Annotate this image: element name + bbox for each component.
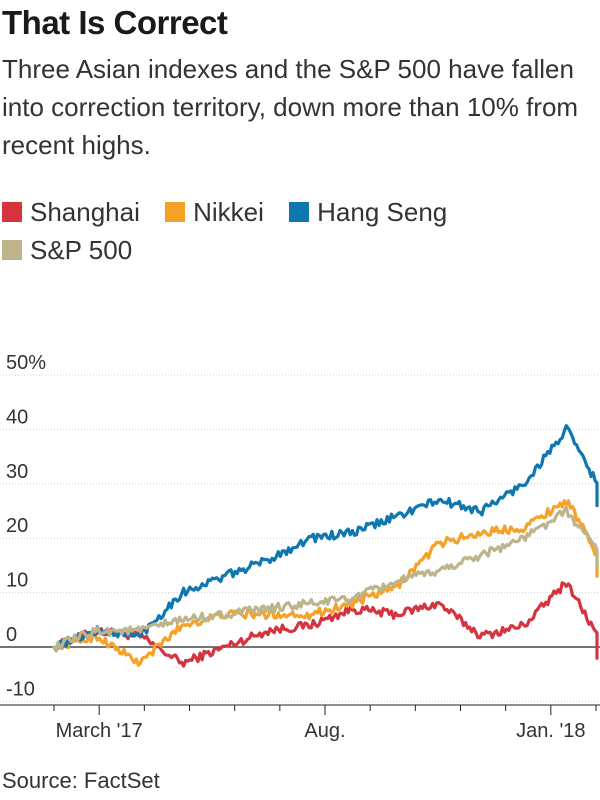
y-tick-label: 40 [6,406,28,428]
series-line-s-p-500 [52,505,599,652]
legend-item-hang-seng: Hang Seng [289,193,447,231]
y-tick-label: 0 [6,624,17,646]
series-line-shanghai [52,581,599,668]
y-tick-label: -10 [6,678,35,700]
y-tick-label: 30 [6,461,28,483]
legend-item-shanghai: Shanghai [2,193,140,231]
legend-swatch-sp500 [2,240,22,260]
source-note: Source: FactSet [2,768,160,793]
legend-item-sp500: S&P 500 [2,231,132,269]
chart-title: That Is Correct [2,4,228,41]
legend-label-shanghai: Shanghai [30,197,140,227]
legend-label-hang-seng: Hang Seng [317,197,448,227]
legend-swatch-shanghai [2,202,22,222]
legend: Shanghai Nikkei Hang Seng S&P 500 [2,193,592,269]
legend-swatch-nikkei [165,202,186,222]
y-tick-label: 20 [6,515,28,537]
x-tick-label: Jan. '18 [516,720,585,742]
series-line-nikkei [52,499,599,667]
y-tick-label: 50% [6,352,46,374]
legend-label-sp500: S&P 500 [30,235,133,265]
chart-subtitle: Three Asian indexes and the S&P 500 have… [2,54,579,160]
legend-item-nikkei: Nikkei [165,193,264,231]
legend-label-nikkei: Nikkei [193,197,264,227]
legend-swatch-hang-seng [289,202,310,222]
x-tick-label: Aug. [304,720,345,742]
x-tick-label: March '17 [56,720,143,742]
y-tick-label: 10 [6,570,28,592]
series-line-hang-seng [52,424,599,652]
line-chart: -10 0 10 20 30 40 50% March '17 Aug. Jan. '18 [0,352,600,742]
